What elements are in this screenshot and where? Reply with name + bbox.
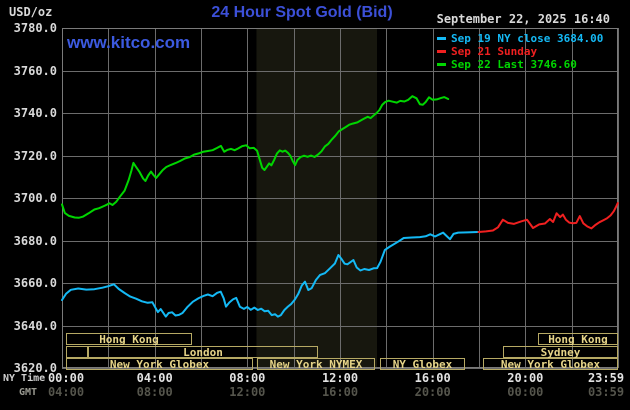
- session-box: [66, 345, 88, 358]
- x-axis-tick-gmt: 04:00: [47, 385, 85, 399]
- x-axis-tick-gmt: 00:00: [507, 385, 544, 399]
- legend-line-marker: [437, 50, 446, 53]
- session-box-ny-globex: NY Globex: [380, 358, 465, 370]
- x-axis-tick-ny: 12:00: [321, 371, 359, 385]
- price-line-sep-21-sunday: [477, 202, 619, 233]
- y-axis-tick-label: 3720.0: [13, 148, 57, 163]
- legend-entry-text: Sep 19 NY close 3684.00: [451, 32, 604, 45]
- legend-line-marker: [437, 63, 446, 66]
- x-axis-tick-ny: 00:00: [47, 371, 85, 385]
- y-axis-tick-label: 3620.0: [13, 361, 57, 375]
- x-axis-tick-gmt: 16:00: [321, 385, 359, 399]
- session-box-london: London: [88, 345, 318, 358]
- y-axis-unit-label: USD/oz: [9, 5, 53, 19]
- session-box-new-york-globex: New York Globex: [66, 358, 253, 370]
- x-axis-tick-ny: 16:00: [414, 371, 451, 385]
- x-axis-tick-ny: 20:00: [507, 371, 544, 385]
- x-axis-tick-gmt: 20:00: [414, 385, 451, 399]
- y-axis-tick-label: 3740.0: [13, 106, 57, 120]
- legend-entry: Sep 19 NY close 3684.00: [437, 27, 603, 45]
- session-box-new-york-globex: New York Globex: [483, 358, 618, 370]
- y-axis-tick-label: 3780.0: [13, 21, 57, 35]
- x-axis-tick-gmt: 12:00: [229, 385, 266, 399]
- legend-line-marker: [437, 37, 446, 40]
- legend-entry-text: Sep 22 Last 3746.60: [451, 58, 577, 71]
- session-box-new-york-nymex: New York NYMEX: [257, 358, 375, 370]
- session-box-hong-kong: Hong Kong: [66, 333, 192, 345]
- x-axis-tick-ny: 08:00: [229, 371, 266, 385]
- y-axis-tick-label: 3640.0: [13, 318, 57, 333]
- legend-entry: Sep 22 Last 3746.60: [437, 53, 577, 71]
- chart-title: 24 Hour Spot Gold (Bid): [211, 4, 393, 21]
- legend-entry-text: Sep 21 Sunday: [451, 45, 538, 58]
- x-axis-tick-ny: 04:00: [136, 371, 173, 385]
- x-axis-tick-ny: 23:59: [587, 371, 625, 385]
- x-axis-ny-time-label: NY Time: [3, 373, 46, 384]
- chart-timestamp: September 22, 2025 16:40: [436, 12, 610, 26]
- y-axis-tick-label: 3660.0: [13, 276, 57, 290]
- session-box-hong-kong: Hong Kong: [538, 333, 618, 345]
- x-axis-tick-gmt: 03:59: [587, 385, 625, 399]
- x-axis-gmt-label: GMT: [19, 387, 38, 398]
- y-axis-tick-label: 3760.0: [13, 63, 57, 78]
- x-axis-tick-gmt: 08:00: [136, 385, 173, 399]
- y-axis-tick-label: 3700.0: [13, 191, 57, 205]
- price-line-sep-22: [61, 95, 450, 219]
- y-axis-tick-label: 3680.0: [13, 233, 57, 248]
- price-line-sep-19-ny-close: [61, 231, 479, 318]
- legend-entry: Sep 21 Sunday: [437, 40, 537, 58]
- session-box-sydney: Sydney: [503, 345, 618, 358]
- kitco-watermark-link[interactable]: www.kitco.com: [67, 33, 191, 52]
- plot-border: [62, 28, 618, 368]
